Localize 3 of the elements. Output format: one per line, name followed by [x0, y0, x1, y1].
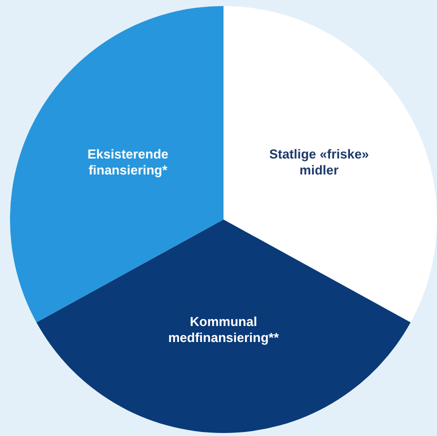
slice-label: Eksisterende finansiering* — [87, 146, 168, 178]
slice-label: Kommunal medfinansiering** — [168, 314, 280, 346]
slice-label: Statlige «friske» midler — [269, 146, 369, 178]
